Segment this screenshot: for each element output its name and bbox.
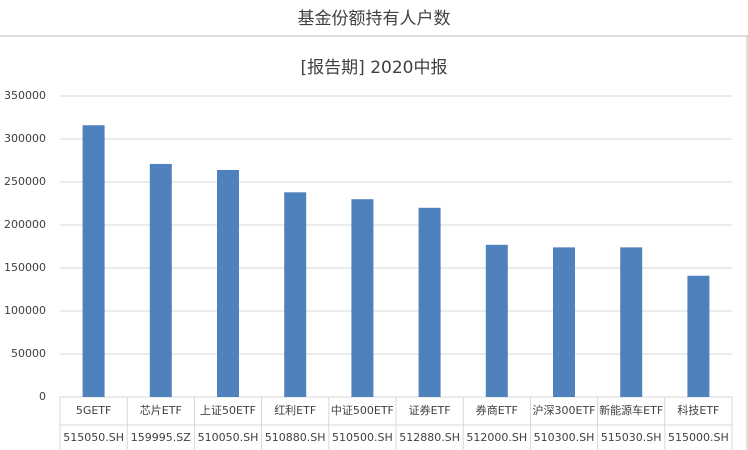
x-tick-label: 上证50ETF	[200, 404, 256, 417]
x-tick-code: 510500.SH	[332, 431, 393, 444]
bar	[149, 163, 172, 397]
x-tick-code: 510300.SH	[534, 431, 595, 444]
x-tick-label: 5GETF	[76, 404, 112, 417]
y-tick-label: 100000	[4, 304, 46, 317]
chart-title: [报告期] 2020中报	[301, 58, 448, 78]
y-tick-label: 50000	[11, 347, 46, 360]
bar	[687, 275, 710, 397]
x-tick-code: 159995.SZ	[131, 431, 191, 444]
x-tick-label: 科技ETF	[677, 403, 719, 417]
x-tick-code: 515000.SH	[668, 431, 729, 444]
x-tick-code: 510880.SH	[265, 431, 326, 444]
x-tick-label: 沪深300ETF	[533, 403, 596, 417]
x-tick-code: 515050.SH	[63, 431, 124, 444]
x-tick-label: 芯片ETF	[140, 403, 182, 417]
bar	[217, 169, 239, 397]
bar	[418, 207, 441, 397]
y-tick-label: 250000	[4, 175, 46, 188]
bar	[553, 247, 575, 397]
x-tick-code: 512000.SH	[466, 431, 527, 444]
x-tick-label: 红利ETF	[274, 404, 316, 417]
x-tick-label: 新能源车ETF	[599, 403, 663, 417]
x-tick-code: 510050.SH	[198, 431, 259, 444]
bar	[620, 247, 643, 397]
y-tick-label: 300000	[4, 132, 46, 145]
x-tick-code: 515030.SH	[601, 431, 662, 444]
x-tick-label: 证券ETF	[409, 403, 451, 417]
y-tick-label: 350000	[4, 89, 46, 102]
bar	[284, 192, 307, 397]
y-tick-label: 0	[39, 390, 46, 403]
x-tick-label: 券商ETF	[476, 403, 518, 417]
bar	[351, 199, 374, 397]
bar	[82, 125, 105, 398]
header-title: 基金份额持有人户数	[298, 9, 451, 29]
x-tick-code: 512880.SH	[399, 431, 460, 444]
bar	[485, 244, 508, 397]
y-tick-label: 200000	[4, 218, 46, 231]
y-tick-label: 150000	[4, 261, 46, 274]
x-tick-label: 中证500ETF	[331, 404, 394, 417]
